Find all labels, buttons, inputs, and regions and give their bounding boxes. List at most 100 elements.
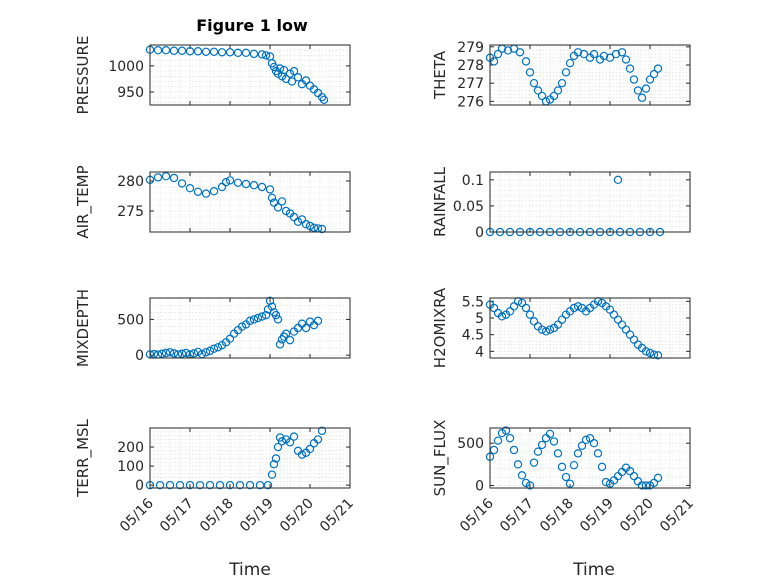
x-tick-label: 05/18 xyxy=(197,496,237,536)
data-point xyxy=(561,68,571,77)
data-point xyxy=(267,302,277,311)
y-tick-label: 277 xyxy=(457,76,484,92)
data-point xyxy=(225,334,235,343)
data-point xyxy=(319,95,329,104)
data-point xyxy=(269,459,279,469)
y-axis-label: SUN_FLUX xyxy=(431,420,450,497)
data-point xyxy=(263,480,273,490)
subplot-terr_msl: 0 100 200 05/16 05/17 05/18 05/19 05/20 05/21 TER… xyxy=(74,418,357,535)
y-axis-label: TERR_MSL xyxy=(74,418,93,497)
data-point xyxy=(215,480,225,490)
figure-title: Figure 1 low xyxy=(196,16,308,35)
data-point xyxy=(641,481,651,490)
data-point xyxy=(155,480,165,490)
data-point xyxy=(209,344,219,353)
data-point xyxy=(313,316,323,326)
data-point xyxy=(653,351,663,360)
data-point xyxy=(565,479,575,488)
data-point xyxy=(579,49,589,59)
data-point xyxy=(561,472,571,482)
data-point xyxy=(533,447,543,456)
data-point xyxy=(501,426,511,435)
data-point xyxy=(221,177,231,187)
y-tick-label: 0 xyxy=(475,478,484,494)
data-point xyxy=(577,441,587,450)
data-point xyxy=(169,46,179,55)
y-tick-label: 5.5 xyxy=(462,294,484,310)
axes-frame xyxy=(149,427,351,489)
data-point xyxy=(649,69,659,79)
data-point xyxy=(629,471,639,481)
data-point xyxy=(521,57,531,66)
data-point xyxy=(625,330,635,339)
data-point xyxy=(529,317,539,326)
data-point xyxy=(633,86,643,95)
data-point xyxy=(513,460,523,469)
data-point xyxy=(621,325,631,334)
data-point xyxy=(255,480,265,490)
data-point xyxy=(599,51,609,61)
data-point xyxy=(573,48,583,57)
data-point xyxy=(275,340,285,349)
data-point xyxy=(593,449,603,458)
data-point xyxy=(569,460,579,470)
y-tick-label: 0 xyxy=(135,478,144,494)
data-point xyxy=(505,307,515,316)
axes-frame xyxy=(489,44,691,106)
data-point xyxy=(177,179,187,188)
data-point xyxy=(317,92,327,102)
data-point xyxy=(257,182,267,192)
data-point xyxy=(525,481,535,490)
x-tick-label: 05/21 xyxy=(317,496,357,536)
data-point xyxy=(193,47,203,56)
data-point xyxy=(233,48,243,58)
data-point xyxy=(165,348,175,357)
y-axis-label: H2OMIXRA xyxy=(431,287,449,368)
data-point xyxy=(257,312,267,321)
data-point xyxy=(161,348,171,358)
data-point xyxy=(285,335,295,345)
data-point xyxy=(553,449,563,458)
data-point xyxy=(625,64,635,73)
y-tick-label: 0.1 xyxy=(462,173,484,189)
x-tick-label: 05/20 xyxy=(277,496,317,536)
data-point xyxy=(185,183,195,193)
data-point xyxy=(645,75,655,84)
data-point xyxy=(253,313,263,323)
data-point xyxy=(553,320,563,329)
data-point xyxy=(541,327,551,336)
data-point xyxy=(617,48,627,57)
data-point xyxy=(653,64,663,73)
subplot-pressure: 950 1000 PRESSURE xyxy=(74,36,351,114)
data-point xyxy=(213,343,223,352)
subplot-h2omixra: 44.555.5 H2OMIXRA xyxy=(431,287,691,368)
data-point xyxy=(533,86,543,95)
data-point xyxy=(181,348,191,358)
data-point xyxy=(617,320,627,329)
y-tick-label: 0 xyxy=(475,225,484,241)
axes-frame xyxy=(149,171,351,233)
y-axis-label: MIXDEPTH xyxy=(74,289,92,367)
data-point xyxy=(287,77,297,86)
data-point xyxy=(641,347,651,356)
data-point xyxy=(157,349,167,358)
data-point xyxy=(165,480,175,490)
subplot-mixdepth: 0 500 MIXDEPTH xyxy=(74,289,351,367)
data-point xyxy=(585,433,595,443)
data-point xyxy=(201,189,211,198)
data-point xyxy=(509,445,519,455)
data-point xyxy=(209,47,219,56)
y-tick-label: 950 xyxy=(117,85,144,101)
data-point xyxy=(169,349,179,358)
x-tick-label: 05/19 xyxy=(237,496,277,536)
data-point xyxy=(185,480,195,490)
data-point xyxy=(285,438,295,447)
data-point xyxy=(271,310,281,320)
data-point xyxy=(289,66,299,76)
data-point xyxy=(601,477,611,487)
data-point xyxy=(249,315,259,324)
data-point xyxy=(275,64,285,73)
data-point xyxy=(235,480,245,490)
